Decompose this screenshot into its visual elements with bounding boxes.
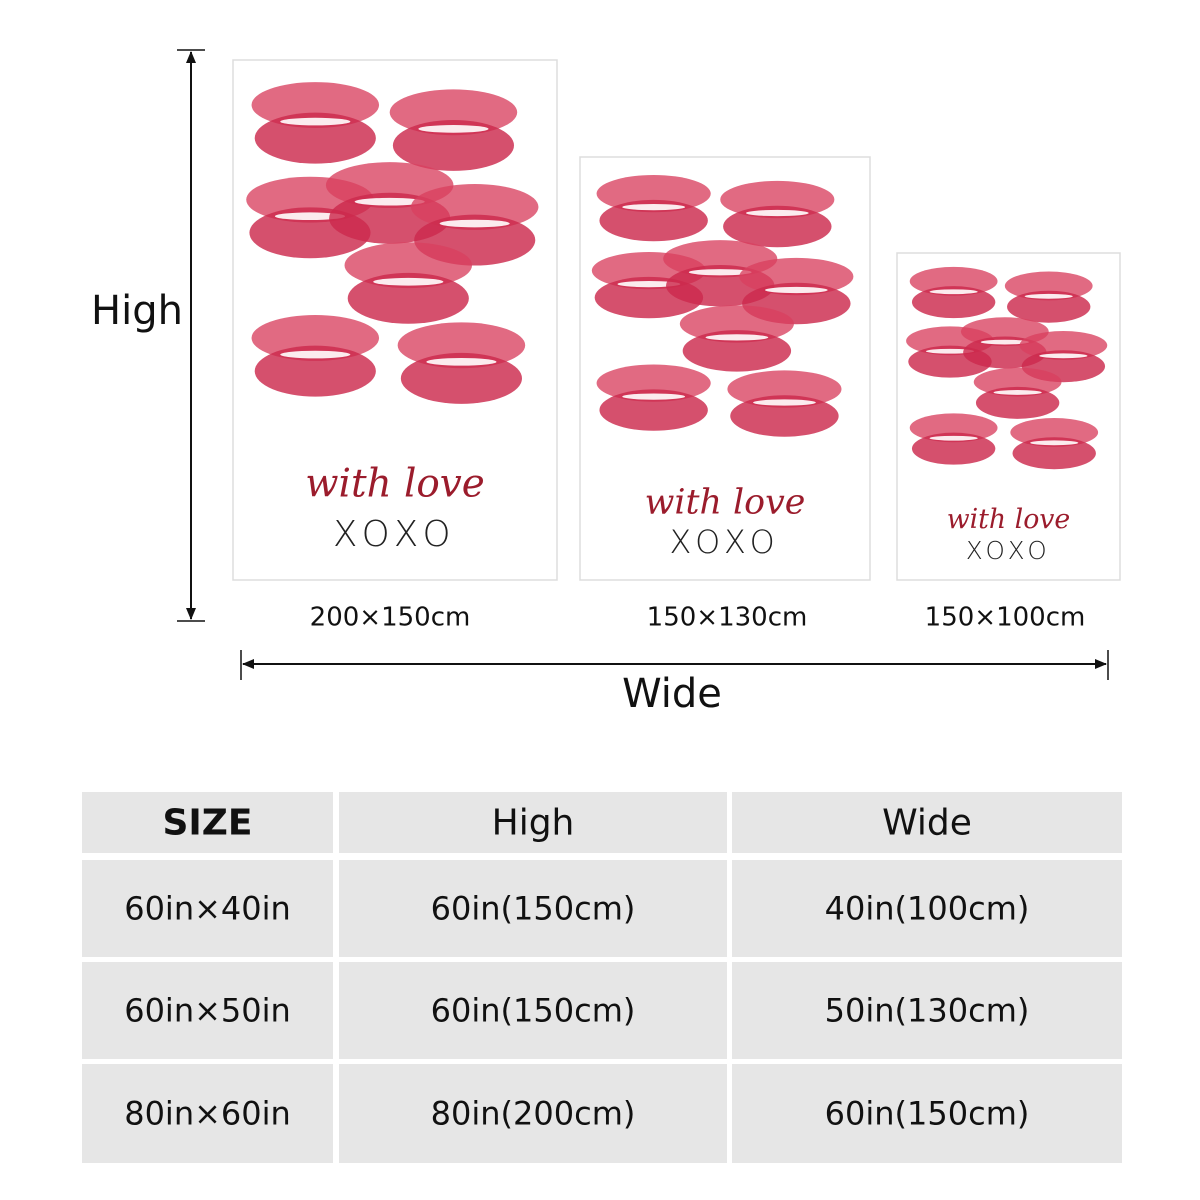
lip-gap [705, 334, 769, 341]
table-cell [82, 792, 333, 853]
size-label: 150×130cm [647, 603, 808, 633]
table-cell [82, 860, 333, 957]
lip-lower [599, 389, 708, 431]
lip-gap [980, 339, 1029, 345]
size-table: SIZE High Wide 60in×40in 60in(150cm) 40in(100… [82, 792, 1122, 1163]
poster-sign: XOXO [670, 523, 781, 561]
lip-gap [929, 435, 978, 441]
width-label: Wide [622, 671, 722, 717]
lip-lower [1007, 290, 1091, 323]
poster: with love XOXO [232, 59, 558, 581]
lip-gap [688, 269, 752, 276]
table-cell [732, 860, 1122, 957]
lip-lower [599, 199, 708, 242]
lip-gap [418, 125, 489, 133]
poster-script: with love [645, 482, 806, 522]
table-value: 80in(200cm) [431, 1095, 636, 1133]
lip-gap [354, 197, 425, 206]
lip-gap [622, 203, 686, 211]
table-value: 60in(150cm) [431, 890, 636, 928]
lip-lower [723, 205, 832, 248]
lip-gap [993, 390, 1042, 395]
lip-gap [439, 219, 510, 228]
table-value: 60in×50in [124, 992, 291, 1030]
lip-gap [925, 348, 975, 354]
lip-lower [347, 272, 469, 324]
table-cell [82, 962, 333, 1059]
table-value: 80in×60in [124, 1095, 291, 1133]
lip-gap [280, 350, 351, 359]
lip-lower [254, 345, 376, 397]
lip-lower [392, 119, 515, 171]
lip-lower [975, 386, 1060, 419]
lip-gap [929, 289, 978, 295]
lip-lower [682, 330, 792, 372]
lip-gap [745, 209, 809, 217]
table-cell [339, 792, 727, 853]
lip-gap [622, 393, 686, 400]
lip-gap [373, 277, 444, 286]
table-cell [339, 1064, 727, 1163]
lip-gap [426, 358, 497, 366]
table-cell [732, 792, 1122, 853]
table-cell [339, 962, 727, 1059]
table-value: 60in(150cm) [825, 1095, 1030, 1133]
table-cell [339, 860, 727, 957]
table-header: High [492, 803, 575, 844]
poster-script: with love [947, 504, 1071, 535]
lip-gap [764, 286, 828, 294]
table-value: 60in(150cm) [431, 992, 636, 1030]
table-cell [732, 1064, 1122, 1163]
lip-lower [911, 286, 996, 319]
lip-lower [400, 352, 522, 404]
lip-lower [254, 112, 376, 164]
poster-sign: XOXO [333, 514, 457, 555]
size-label: 200×150cm [310, 603, 471, 633]
lip-gap [1030, 440, 1079, 446]
height-label: High [91, 288, 183, 334]
table-header: SIZE [162, 803, 252, 844]
lip-gap [753, 399, 816, 406]
lip-lower [1012, 437, 1096, 470]
table-value: 60in×40in [124, 890, 291, 928]
lip-gap [1024, 293, 1073, 299]
table-value: 40in(100cm) [825, 890, 1030, 928]
lip-lower [730, 395, 839, 437]
lip-gap [274, 212, 346, 221]
lip-gap [1039, 353, 1088, 359]
table-header: Wide [882, 803, 972, 844]
table-cell [732, 962, 1122, 1059]
table-cell [82, 1064, 333, 1163]
poster-script: with love [305, 461, 485, 506]
lip-gap [280, 117, 351, 126]
table-value: 50in(130cm) [825, 992, 1030, 1030]
size-label: 150×100cm [925, 603, 1086, 633]
poster-sign: XOXO [966, 536, 1051, 565]
lip-gap [617, 280, 681, 288]
lip-lower [911, 432, 996, 465]
